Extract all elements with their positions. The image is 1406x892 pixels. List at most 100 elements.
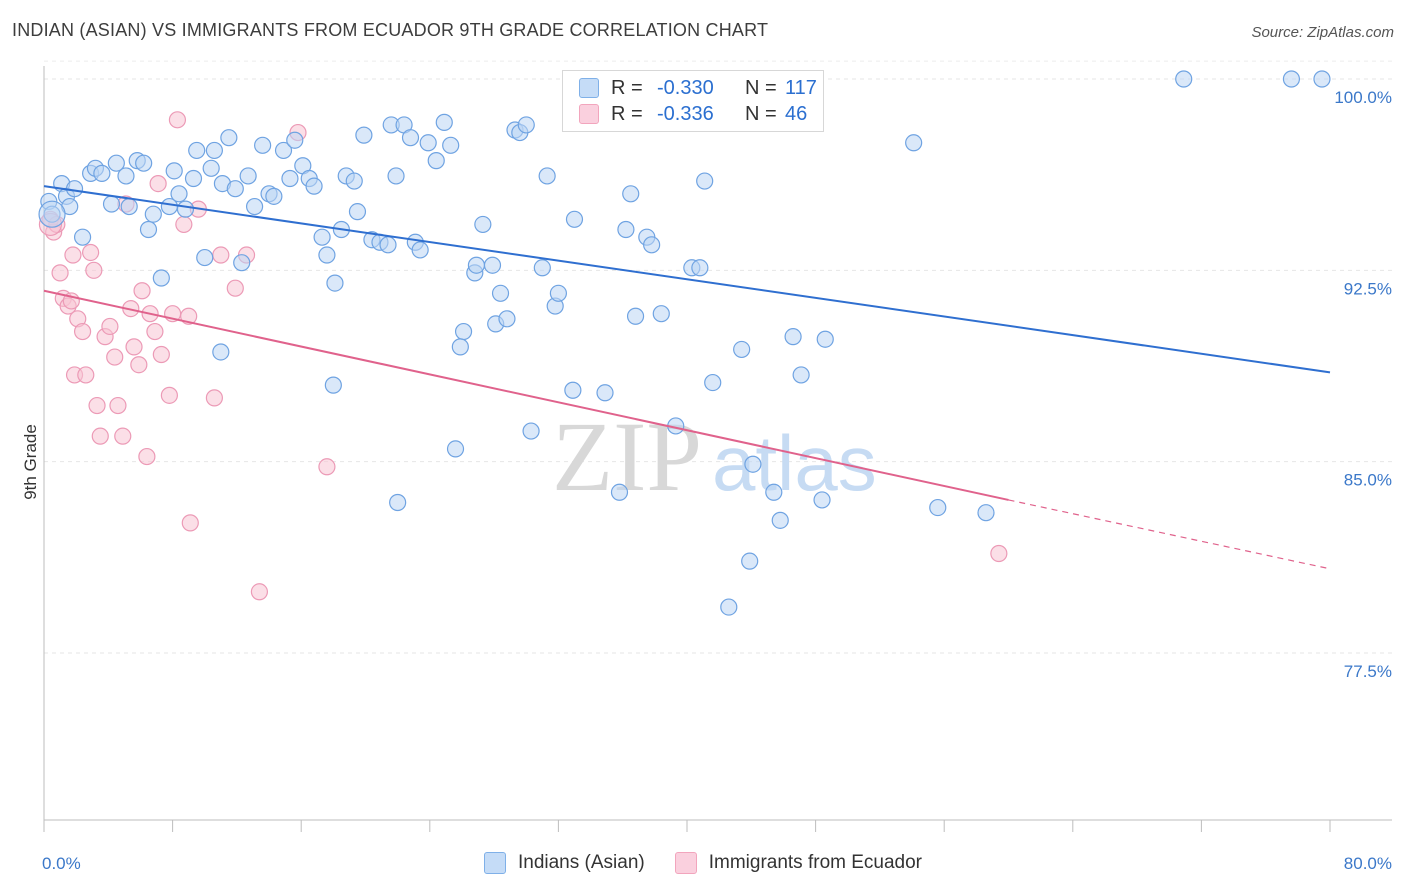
legend-n-label: N = bbox=[745, 76, 777, 99]
legend-label-indians: Indians (Asian) bbox=[517, 852, 645, 873]
indians-point bbox=[792, 366, 810, 384]
legend-r-label: R = bbox=[611, 102, 643, 125]
indians-point bbox=[538, 167, 556, 185]
indians-point bbox=[318, 246, 336, 264]
legend-item-ecuador[interactable]: Immigrants from Ecuador bbox=[674, 852, 922, 874]
indians-point bbox=[765, 483, 783, 501]
legend-n-value: 117 bbox=[785, 76, 817, 99]
indians-point bbox=[733, 340, 751, 359]
indians-point bbox=[212, 343, 230, 361]
ecuador-point bbox=[106, 348, 124, 366]
legend-swatch-indians bbox=[579, 78, 599, 98]
indians-point bbox=[165, 162, 183, 180]
ecuador-point bbox=[160, 386, 178, 404]
indians-point bbox=[533, 259, 551, 277]
indians-point bbox=[596, 384, 614, 402]
indians-point bbox=[442, 136, 460, 154]
indians-point bbox=[286, 131, 304, 149]
legend-row-ecuador: R = -0.336 N = 46 bbox=[579, 102, 807, 126]
watermark-atlas: atlas bbox=[712, 419, 877, 507]
legend-r-value: -0.336 bbox=[657, 102, 714, 125]
indians-point bbox=[696, 172, 714, 190]
indians-point bbox=[355, 126, 373, 144]
indians-point bbox=[188, 141, 206, 160]
ecuador-point bbox=[990, 544, 1008, 563]
indians-point bbox=[435, 113, 453, 131]
indians-trend-line bbox=[43, 185, 1331, 374]
indians-point bbox=[135, 154, 153, 172]
ecuador-trend-line bbox=[43, 289, 1009, 501]
indians-point bbox=[622, 185, 640, 203]
ecuador-point bbox=[226, 279, 244, 297]
ecuador-trend-extension bbox=[1008, 499, 1331, 570]
indians-point bbox=[239, 167, 257, 185]
ecuador-point bbox=[168, 111, 187, 129]
indians-point bbox=[245, 197, 264, 216]
tick-labels: 77.5% 85.0% 92.5% 100.0% 0.0% 80.0% bbox=[42, 88, 1392, 873]
ecuador-point bbox=[114, 427, 132, 445]
indians-point bbox=[564, 381, 582, 399]
indians-point bbox=[107, 154, 125, 172]
ecuador-point bbox=[212, 246, 230, 264]
axes bbox=[43, 66, 1392, 832]
indians-point bbox=[233, 254, 251, 272]
ecuador-point bbox=[152, 345, 170, 364]
ecuador-point bbox=[109, 396, 127, 415]
indians-point bbox=[626, 307, 645, 325]
indians-point bbox=[929, 498, 947, 517]
indians-point bbox=[93, 164, 111, 182]
ecuador-point bbox=[181, 514, 199, 532]
indians-point bbox=[1313, 70, 1331, 88]
indians-point bbox=[411, 241, 429, 259]
ecuador-point bbox=[101, 317, 119, 336]
y-tick-label: 77.5% bbox=[1344, 662, 1392, 681]
indians-point bbox=[196, 248, 214, 267]
ecuador-point bbox=[130, 356, 148, 374]
series-indians-points bbox=[38, 70, 1331, 616]
indians-point bbox=[102, 195, 121, 213]
indians-point bbox=[474, 215, 492, 234]
ecuador-point bbox=[133, 282, 151, 300]
indians-point bbox=[498, 310, 516, 328]
indians-point bbox=[176, 200, 195, 218]
chart-title: INDIAN (ASIAN) VS IMMIGRANTS FROM ECUADO… bbox=[12, 20, 769, 40]
indians-point bbox=[905, 134, 923, 152]
indians-point bbox=[205, 141, 223, 160]
ecuador-point bbox=[82, 243, 100, 262]
indians-point bbox=[784, 328, 802, 346]
ecuador-point bbox=[125, 338, 143, 356]
ecuador-point bbox=[146, 322, 164, 341]
indians-point bbox=[744, 455, 762, 473]
indians-point bbox=[427, 152, 445, 170]
indians-point bbox=[771, 511, 789, 529]
legend-n-value: 46 bbox=[785, 102, 808, 125]
indians-point bbox=[467, 256, 486, 274]
indians-point bbox=[73, 228, 92, 246]
legend-item-indians[interactable]: Indians (Asian) bbox=[483, 852, 645, 874]
indians-point bbox=[274, 141, 293, 160]
indians-point bbox=[419, 134, 437, 152]
indians-point bbox=[313, 228, 331, 246]
indians-point bbox=[491, 284, 510, 302]
ecuador-point bbox=[85, 261, 103, 279]
indians-point bbox=[652, 305, 670, 323]
indians-point bbox=[483, 256, 502, 274]
indians-point bbox=[451, 338, 469, 356]
legend-n-label: N = bbox=[745, 102, 777, 125]
legend-row-indians: R = -0.330 N = 117 bbox=[579, 76, 817, 100]
series-legend: Indians (Asian) Immigrants from Ecuador bbox=[0, 852, 1406, 874]
ecuador-point bbox=[205, 389, 223, 407]
indians-point bbox=[517, 116, 535, 134]
ecuador-point bbox=[91, 427, 109, 445]
indians-point bbox=[522, 422, 540, 440]
ecuador-point bbox=[175, 215, 193, 234]
indians-point bbox=[139, 220, 158, 239]
indians-point bbox=[446, 440, 465, 458]
ecuador-point bbox=[250, 583, 269, 601]
x-tick-label: 0.0% bbox=[42, 854, 81, 873]
indians-point bbox=[117, 167, 135, 185]
indians-point bbox=[610, 483, 629, 501]
indians-point bbox=[549, 284, 568, 302]
y-tick-label: 100.0% bbox=[1334, 88, 1392, 107]
